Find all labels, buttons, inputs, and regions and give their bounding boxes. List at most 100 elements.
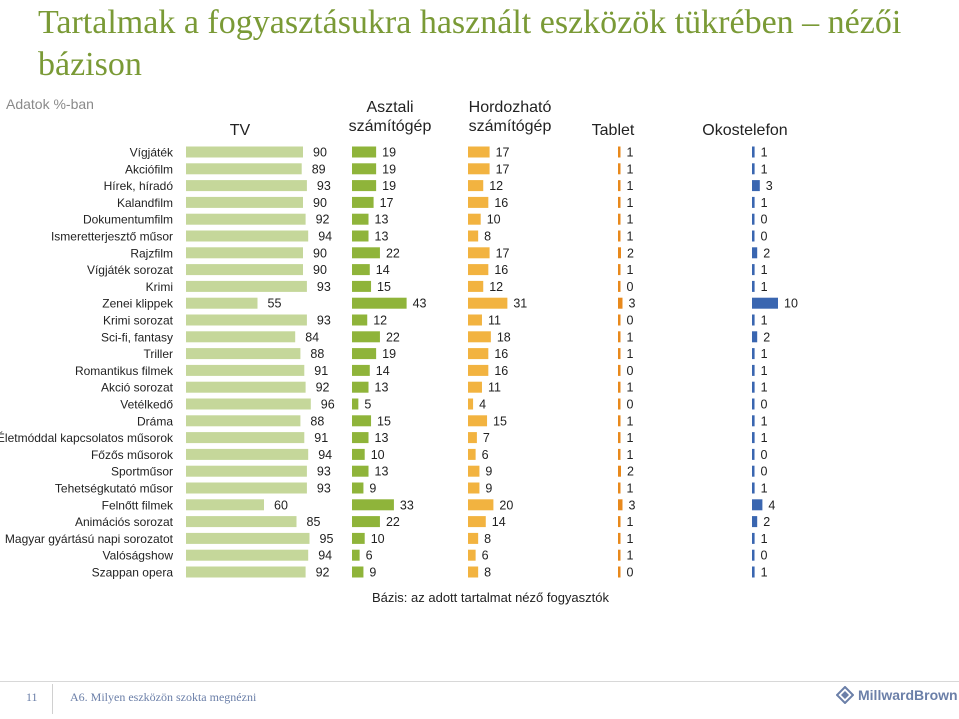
desktop-value-label: 22 [386,330,400,344]
phone-bar [752,331,758,343]
portable-value-label: 16 [494,347,508,361]
tv-value-label: 94 [318,230,332,244]
portable-bar [468,146,490,158]
portable-value-label: 6 [482,448,489,462]
desktop-bar [352,432,369,444]
phone-value-label: 1 [761,314,768,328]
phone-value-label: 1 [761,347,768,361]
desktop-bar [352,331,380,343]
desktop-bar [352,398,359,410]
tv-bar [186,247,303,259]
portable-bar [468,415,488,427]
phone-value-label: 1 [761,482,768,496]
phone-value-label: 0 [761,398,768,412]
desktop-value-label: 13 [375,213,389,227]
tablet-value-label: 0 [627,280,634,294]
basis-note: Bázis: az adott tartalmat néző fogyasztó… [372,590,610,605]
tablet-bar [618,532,621,544]
logo-icon [836,686,854,704]
tv-value-label: 90 [313,196,327,210]
phone-value-label: 2 [763,330,770,344]
category-label: Vígjáték [130,146,174,160]
tv-bar [186,314,307,326]
category-label: Kalandfilm [117,196,173,210]
tablet-value-label: 1 [627,162,634,176]
tv-bar [186,213,306,225]
desktop-bar [352,415,372,427]
portable-value-label: 17 [496,146,510,160]
desktop-bar [352,314,368,326]
portable-bar [468,532,479,544]
tablet-bar [618,432,621,444]
tv-value-label: 93 [317,482,331,496]
portable-value-label: 20 [499,498,513,512]
phone-value-label: 3 [766,179,773,193]
phone-value-label: 1 [761,196,768,210]
phone-bar [752,499,763,511]
tablet-value-label: 1 [627,381,634,395]
tablet-value-label: 1 [627,549,634,563]
desktop-value-label: 19 [382,146,396,160]
tablet-value-label: 2 [627,465,634,479]
desktop-value-label: 14 [376,263,390,277]
desktop-value-label: 22 [386,515,400,529]
desktop-bar [352,348,377,360]
tablet-bar [618,364,621,376]
category-label: Tehetségkutató műsor [55,482,173,496]
tablet-bar [618,415,621,427]
tablet-value-label: 1 [627,196,634,210]
desktop-bar [352,180,377,192]
tablet-bar [618,398,621,410]
tablet-bar [618,146,621,158]
desktop-value-label: 9 [369,566,376,580]
tablet-bar [618,196,621,208]
phone-value-label: 1 [761,414,768,428]
desktop-bar [352,532,365,544]
category-label: Ismeretterjesztő műsor [51,230,173,244]
tablet-value-label: 2 [627,246,634,260]
desktop-value-label: 17 [380,196,394,210]
desktop-value-label: 19 [382,162,396,176]
category-label: Akció sorozat [101,381,174,395]
portable-bar [468,381,482,393]
phone-bar [752,381,755,393]
phone-bar [752,196,755,208]
tv-bar [186,331,296,343]
category-label: Sci-fi, fantasy [101,330,173,344]
tv-value-label: 96 [321,398,335,412]
portable-value-label: 8 [484,566,491,580]
tablet-bar [618,499,623,511]
portable-bar [468,482,480,494]
phone-value-label: 0 [761,230,768,244]
tv-bar [186,280,307,292]
tablet-bar [618,247,621,259]
phone-bar [752,213,755,225]
tv-value-label: 55 [268,297,282,311]
phone-bar [752,163,755,175]
tv-value-label: 93 [317,280,331,294]
tv-bar [186,566,306,578]
tv-value-label: 94 [318,549,332,563]
tv-bar [186,180,307,192]
tablet-bar [618,348,621,360]
category-label: Sportműsor [111,465,173,479]
portable-value-label: 16 [494,263,508,277]
desktop-value-label: 15 [377,414,391,428]
tv-bar [186,196,303,208]
phone-value-label: 1 [761,162,768,176]
portable-bar [468,516,486,528]
phone-value-label: 1 [761,146,768,160]
portable-bar [468,398,474,410]
phone-bar [752,264,755,276]
portable-bar [468,549,476,561]
desktop-value-label: 6 [366,549,373,563]
tablet-value-label: 0 [627,566,634,580]
tv-bar [186,348,301,360]
portable-bar [468,247,490,259]
desktop-value-label: 19 [382,179,396,193]
tv-value-label: 92 [316,381,330,395]
portable-bar [468,566,479,578]
tv-value-label: 91 [314,431,328,445]
category-label: Akciófilm [125,162,173,176]
desktop-value-label: 9 [369,482,376,496]
